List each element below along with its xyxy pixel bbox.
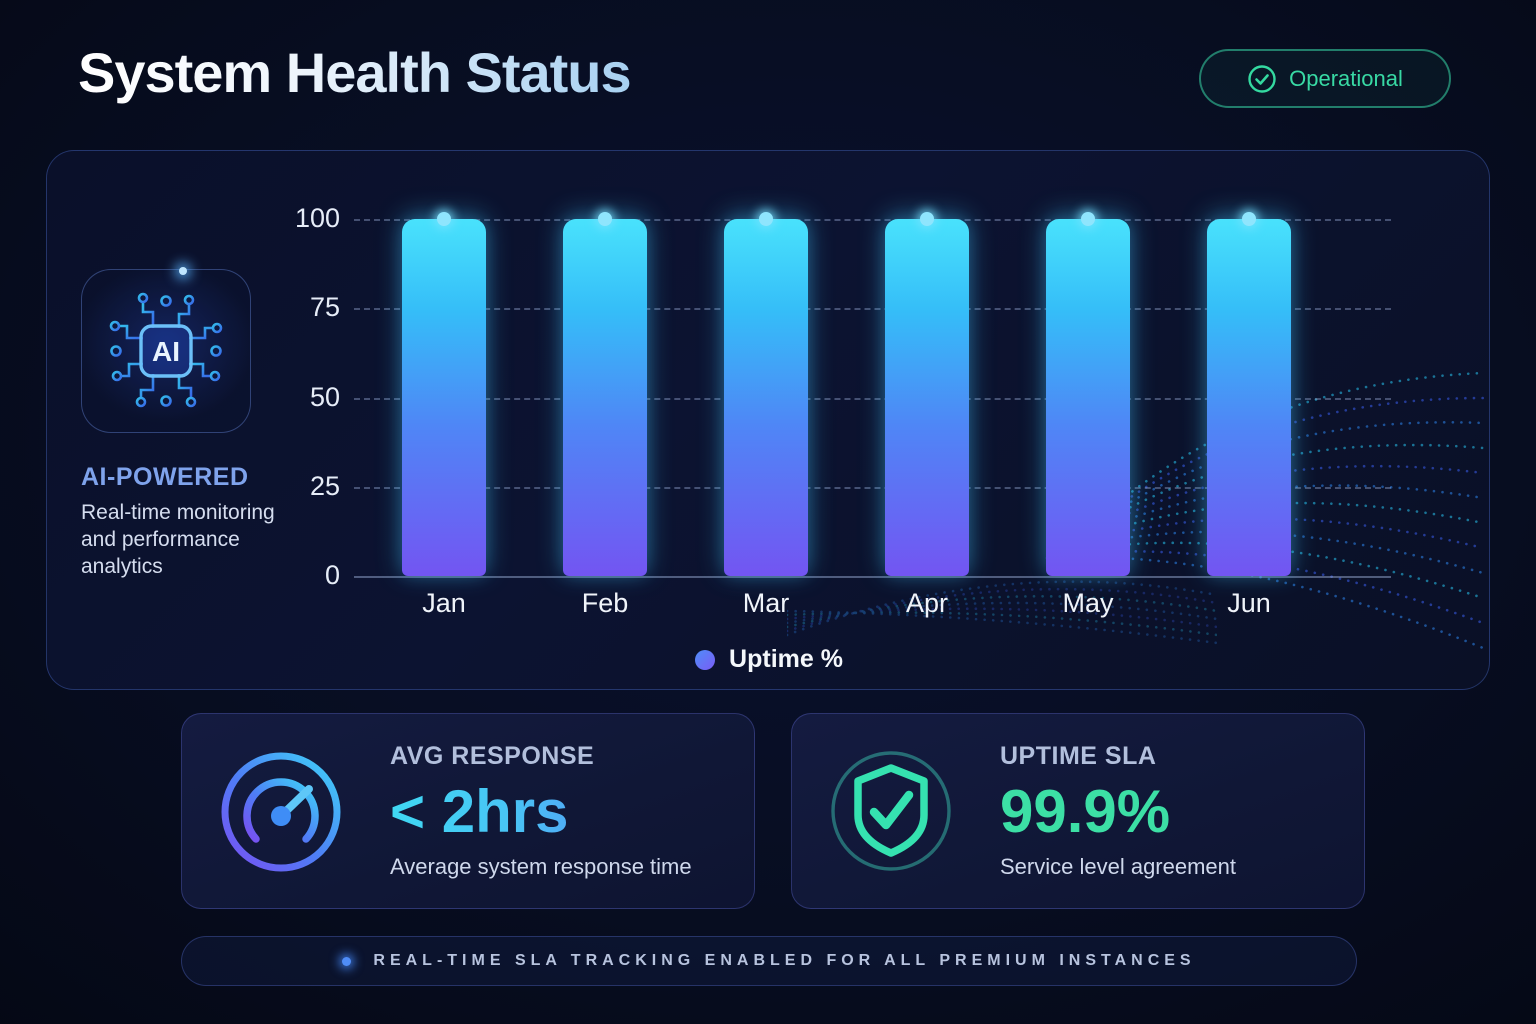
y-axis-tick-label: 25 bbox=[309, 470, 340, 501]
ai-feature-title: AI-POWERED bbox=[81, 463, 249, 491]
y-axis-tick-label: 50 bbox=[309, 381, 340, 412]
uptime-sla-value: 99.9% bbox=[1000, 778, 1171, 845]
sla-tracking-text: REAL-TIME SLA TRACKING ENABLED FOR ALL P… bbox=[373, 952, 1196, 969]
gridline-25 bbox=[354, 486, 1391, 489]
shield-check-icon bbox=[831, 751, 951, 871]
status-badge-label: Operational bbox=[1289, 65, 1403, 91]
gridline-50 bbox=[354, 397, 1391, 400]
uptime-sla-card: UPTIME SLA 99.9% Service level agreement bbox=[791, 713, 1365, 909]
sla-tracking-banner: REAL-TIME SLA TRACKING ENABLED FOR ALL P… bbox=[181, 936, 1357, 986]
legend-dot-icon bbox=[695, 649, 716, 670]
check-circle-icon bbox=[1248, 64, 1276, 93]
gridline-75 bbox=[354, 308, 1391, 311]
status-badge[interactable]: Operational bbox=[1199, 49, 1451, 108]
gauge-icon bbox=[221, 752, 341, 872]
uptime-sla-label: UPTIME SLA bbox=[1000, 742, 1157, 770]
gridline-0 bbox=[354, 576, 1391, 578]
chart-legend: Uptime % bbox=[47, 645, 1489, 674]
uptime-bar-mar bbox=[724, 212, 808, 576]
uptime-bar-jun bbox=[1207, 212, 1291, 576]
bar-top-dot-icon bbox=[598, 212, 612, 226]
uptime-bar-feb bbox=[563, 212, 647, 576]
x-axis-label-mar: Mar bbox=[742, 588, 790, 618]
y-axis-tick-label: 75 bbox=[309, 292, 340, 323]
bar-top-dot-icon bbox=[437, 212, 451, 226]
x-axis-label-feb: Feb bbox=[581, 588, 629, 618]
x-axis-label-apr: Apr bbox=[905, 588, 949, 618]
avg-response-label: AVG RESPONSE bbox=[390, 742, 595, 770]
uptime-sla-description: Service level agreement bbox=[1000, 854, 1237, 879]
ai-chip-text: AI bbox=[152, 336, 180, 367]
avg-response-description: Average system response time bbox=[390, 854, 692, 879]
gridline-100 bbox=[354, 219, 1391, 221]
legend-label: Uptime % bbox=[729, 645, 843, 673]
glow-dot-icon bbox=[342, 956, 352, 966]
uptime-bar-apr bbox=[885, 212, 969, 576]
ai-feature-description: Real-time monitoring and performance ana… bbox=[81, 501, 275, 578]
bar-top-dot-icon bbox=[759, 212, 773, 226]
y-axis-tick-label: 100 bbox=[294, 203, 340, 233]
y-axis-tick-label: 0 bbox=[324, 560, 340, 590]
ai-chip-icon: AI bbox=[109, 292, 223, 408]
ai-chip-badge: AI bbox=[81, 267, 251, 433]
uptime-chart-panel: AI AI-POWERED Real-time monitoring and p… bbox=[46, 150, 1490, 690]
particle-wave-decoration bbox=[787, 580, 1217, 645]
x-axis-label-jun: Jun bbox=[1227, 588, 1271, 618]
bar-top-dot-icon bbox=[1081, 212, 1095, 226]
uptime-bar-jan bbox=[402, 212, 486, 576]
x-axis-label-jan: Jan bbox=[422, 588, 466, 618]
page-title: System Health Status bbox=[78, 41, 632, 104]
x-axis-label-may: May bbox=[1062, 588, 1114, 618]
uptime-bar-may bbox=[1046, 212, 1130, 576]
bar-top-dot-icon bbox=[920, 212, 934, 226]
avg-response-card: AVG RESPONSE < 2hrs Average system respo… bbox=[181, 713, 755, 909]
spark-glow-icon bbox=[179, 267, 188, 275]
avg-response-value: < 2hrs bbox=[390, 777, 692, 846]
bar-top-dot-icon bbox=[1242, 212, 1256, 226]
